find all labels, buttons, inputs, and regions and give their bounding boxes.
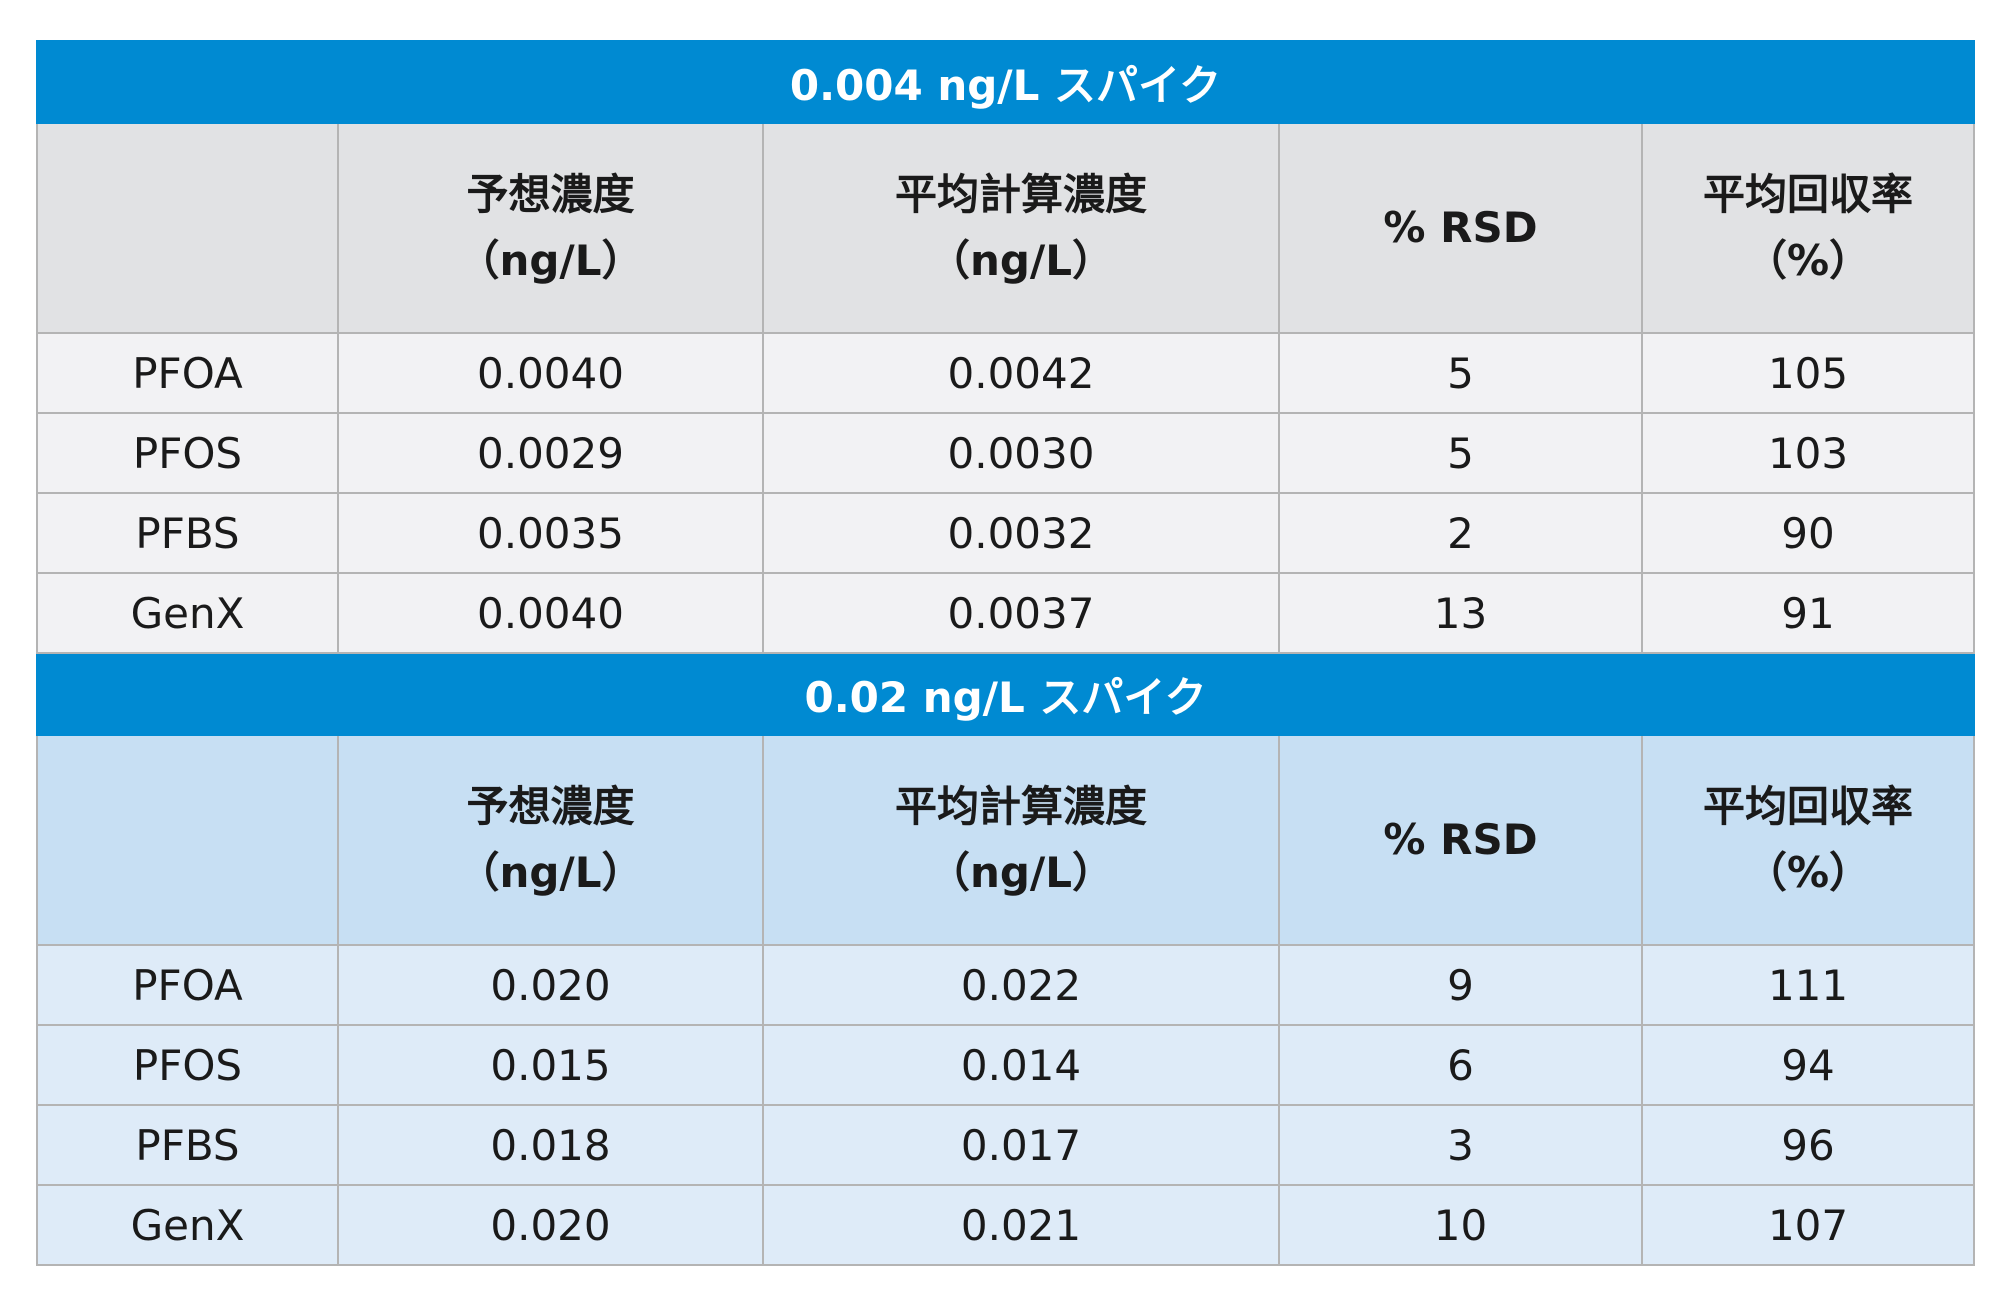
cell-analyte: PFOA <box>36 332 339 414</box>
cell-analyte: PFBS <box>36 492 339 574</box>
cell-expected: 0.020 <box>337 1184 764 1266</box>
column-header-unit: （ng/L） <box>927 236 1115 285</box>
cell-recovery: 94 <box>1640 1024 1976 1106</box>
cell-analyte: PFBS <box>36 1104 339 1186</box>
column-header: 平均回収率 （%） <box>1640 122 1976 334</box>
column-header: % RSD <box>1278 734 1643 946</box>
table-row: PFBS 0.018 0.017 3 96 <box>36 1104 1976 1186</box>
cell-rsd: 5 <box>1278 412 1643 494</box>
cell-recovery: 107 <box>1640 1184 1976 1266</box>
cell-mean-calc: 0.0042 <box>762 332 1280 414</box>
section-title: 0.004 ng/L スパイク <box>35 40 1976 124</box>
column-header-unit: （%） <box>1744 848 1872 897</box>
cell-rsd: 6 <box>1278 1024 1643 1106</box>
cell-analyte: PFOA <box>36 944 339 1026</box>
cell-analyte: PFOS <box>36 412 339 494</box>
cell-expected: 0.0040 <box>337 332 764 414</box>
cell-mean-calc: 0.0032 <box>762 492 1280 574</box>
column-header: 平均計算濃度 （ng/L） <box>762 734 1280 946</box>
cell-rsd: 5 <box>1278 332 1643 414</box>
column-header <box>36 734 339 946</box>
cell-mean-calc: 0.017 <box>762 1104 1280 1186</box>
column-header: 平均計算濃度 （ng/L） <box>762 122 1280 334</box>
column-header-unit: （ng/L） <box>457 848 644 897</box>
table-row: GenX 0.020 0.021 10 107 <box>36 1184 1976 1266</box>
cell-rsd: 10 <box>1278 1184 1643 1266</box>
cell-mean-calc: 0.021 <box>762 1184 1280 1266</box>
cell-mean-calc: 0.0030 <box>762 412 1280 494</box>
column-header-label: 予想濃度 <box>466 782 635 831</box>
spike-recovery-table: 0.004 ng/L スパイク予想濃度 （ng/L） 平均計算濃度 （ng/L） % R… <box>35 40 1976 1266</box>
column-header: 平均回収率 （%） <box>1640 734 1976 946</box>
cell-recovery: 105 <box>1640 332 1976 414</box>
cell-rsd: 3 <box>1278 1104 1643 1186</box>
cell-rsd: 13 <box>1278 572 1643 654</box>
cell-expected: 0.0035 <box>337 492 764 574</box>
column-header: 予想濃度 （ng/L） <box>337 734 764 946</box>
table-row: PFOA 0.0040 0.0042 5 105 <box>36 332 1976 414</box>
table-row: PFOS 0.0029 0.0030 5 103 <box>36 412 1976 494</box>
cell-analyte: GenX <box>36 572 339 654</box>
column-header: % RSD <box>1278 122 1643 334</box>
column-header: 予想濃度 （ng/L） <box>337 122 764 334</box>
cell-recovery: 103 <box>1640 412 1976 494</box>
cell-rsd: 9 <box>1278 944 1643 1026</box>
cell-mean-calc: 0.014 <box>762 1024 1280 1106</box>
cell-expected: 0.015 <box>337 1024 764 1106</box>
column-header-label: 予想濃度 <box>466 170 635 219</box>
table-row: PFBS 0.0035 0.0032 2 90 <box>36 492 1976 574</box>
cell-expected: 0.020 <box>337 944 764 1026</box>
section-title-row: 0.004 ng/L スパイク <box>35 40 1976 124</box>
table-body: 0.004 ng/L スパイク予想濃度 （ng/L） 平均計算濃度 （ng/L） % R… <box>35 40 1976 1266</box>
cell-recovery: 96 <box>1640 1104 1976 1186</box>
cell-expected: 0.018 <box>337 1104 764 1186</box>
section-title-row: 0.02 ng/L スパイク <box>35 652 1976 736</box>
cell-analyte: GenX <box>36 1184 339 1266</box>
column-header-label: 平均計算濃度 <box>894 170 1147 219</box>
column-header-row: 予想濃度 （ng/L） 平均計算濃度 （ng/L） % RSD 平均回収率 （%） <box>36 734 1976 946</box>
column-header-label: 平均計算濃度 <box>894 782 1147 831</box>
section-title: 0.02 ng/L スパイク <box>35 652 1976 736</box>
cell-mean-calc: 0.0037 <box>762 572 1280 654</box>
column-header-unit: （ng/L） <box>927 848 1115 897</box>
column-header-label: 平均回収率 <box>1703 782 1914 831</box>
cell-rsd: 2 <box>1278 492 1643 574</box>
cell-recovery: 91 <box>1640 572 1976 654</box>
column-header-row: 予想濃度 （ng/L） 平均計算濃度 （ng/L） % RSD 平均回収率 （%） <box>36 122 1976 334</box>
cell-expected: 0.0040 <box>337 572 764 654</box>
table-row: GenX 0.0040 0.0037 13 91 <box>36 572 1976 654</box>
cell-expected: 0.0029 <box>337 412 764 494</box>
table-row: PFOS 0.015 0.014 6 94 <box>36 1024 1976 1106</box>
column-header-unit: （%） <box>1744 236 1872 285</box>
cell-analyte: PFOS <box>36 1024 339 1106</box>
cell-recovery: 90 <box>1640 492 1976 574</box>
column-header-unit: （ng/L） <box>457 236 644 285</box>
cell-mean-calc: 0.022 <box>762 944 1280 1026</box>
column-header-label: % RSD <box>1383 203 1538 252</box>
column-header-label: % RSD <box>1383 815 1538 864</box>
cell-recovery: 111 <box>1640 944 1976 1026</box>
column-header <box>36 122 339 334</box>
column-header-label: 平均回収率 <box>1703 170 1914 219</box>
table-row: PFOA 0.020 0.022 9 111 <box>36 944 1976 1026</box>
